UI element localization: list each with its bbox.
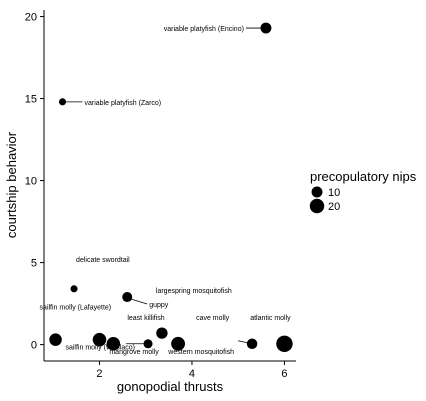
data-point: [276, 335, 293, 352]
data-point: [143, 339, 153, 349]
legend-label: 10: [328, 187, 340, 199]
y-tick-label: 0: [31, 340, 37, 352]
data-point: [70, 285, 78, 293]
y-tick-label: 5: [31, 258, 37, 270]
y-ticks: 0 5 10 15 20: [25, 12, 44, 352]
plot-area: 0 5 10 15 20 2 4 6 variable platyfish (Encino)…: [25, 10, 296, 380]
x-axis-title: gonopodial thrusts: [117, 379, 224, 394]
x-tick-label: 2: [96, 368, 102, 380]
point-label: atlantic molly: [250, 315, 291, 322]
point-label: delicate swordtail: [76, 257, 130, 264]
legend-key: [311, 186, 323, 198]
legend-label: 20: [328, 201, 340, 213]
x-tick-label: 6: [281, 368, 287, 380]
y-axis-title: courtship behavior: [4, 131, 19, 238]
data-point: [122, 292, 133, 303]
data-point: [171, 336, 186, 351]
data-point: [58, 98, 67, 106]
label-leader-line: [131, 298, 148, 305]
point-label: variable platyfish (Zarco): [84, 100, 161, 107]
y-tick-label: 10: [25, 176, 37, 188]
y-tick-label: 15: [25, 94, 37, 106]
point-label: western mosquitofish: [167, 349, 234, 356]
point-label: least killifish: [127, 315, 164, 322]
data-point: [156, 327, 168, 339]
point-label: sailfin molly (Weslaco): [65, 345, 135, 352]
label-leader-line: [237, 340, 249, 344]
data-points: [49, 22, 293, 352]
point-labels: variable platyfish (Encino) variable plat…: [40, 26, 292, 356]
x-tick-label: 4: [189, 368, 195, 380]
data-point: [92, 332, 107, 347]
legend-key: [309, 198, 325, 214]
data-point: [260, 22, 272, 34]
point-label: mangrove molly: [109, 349, 159, 356]
data-point: [246, 338, 258, 350]
y-tick-label: 20: [25, 12, 37, 24]
data-point: [106, 337, 121, 351]
point-label: sailfin molly (Lafayette): [40, 305, 112, 312]
point-label: cave molly: [196, 315, 230, 322]
data-point: [49, 333, 62, 346]
legend-title: precopulatory nips: [310, 169, 417, 184]
x-ticks: 2 4 6: [96, 361, 288, 380]
point-label: guppy: [149, 302, 169, 309]
point-label: variable platyfish (Encino): [164, 26, 244, 33]
label-leaders: [65, 27, 263, 345]
point-label: largespring mosquitofish: [156, 288, 232, 295]
